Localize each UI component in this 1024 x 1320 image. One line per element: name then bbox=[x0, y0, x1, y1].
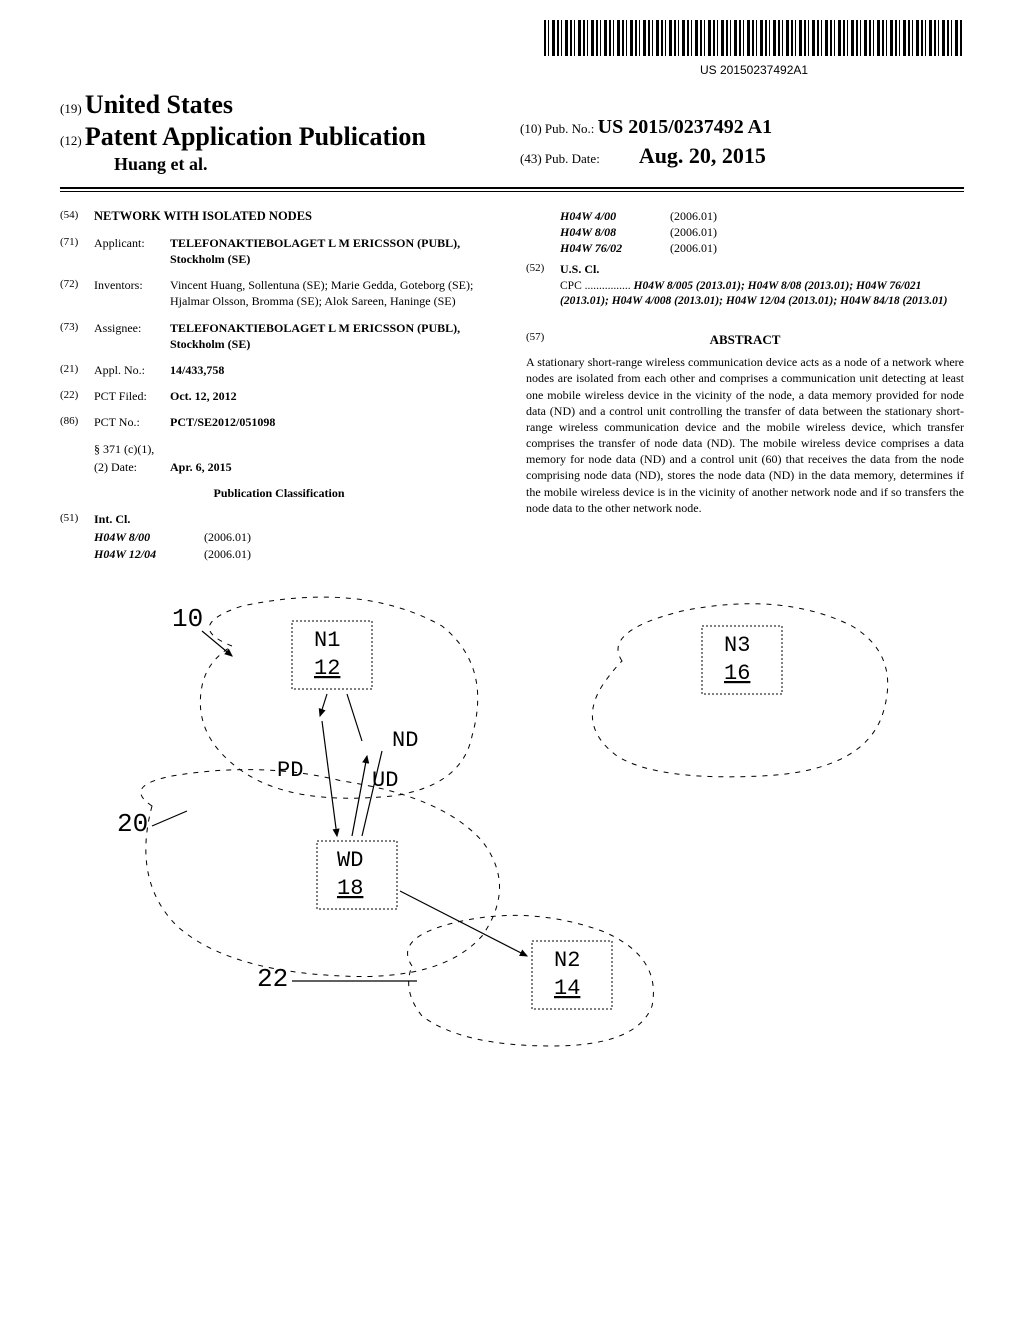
intcl-label: Int. Cl. bbox=[94, 512, 130, 526]
barcode-block: US 20150237492A1 bbox=[544, 20, 964, 77]
intcl-code: H04W 76/02 bbox=[560, 240, 670, 256]
fig-PD: PD bbox=[277, 758, 303, 783]
country: United States bbox=[85, 90, 233, 119]
s371-date: Apr. 6, 2015 bbox=[170, 460, 232, 474]
code-19: (19) bbox=[60, 101, 82, 116]
cpc-dots: ................ bbox=[585, 280, 634, 292]
intcl-row: H04W 4/00 (2006.01) bbox=[560, 208, 964, 224]
applicant-bold: TELEFONAKTIEBOLAGET L M ERICSSON (PUBL),… bbox=[170, 236, 460, 266]
intcl-code: H04W 12/04 bbox=[94, 546, 204, 562]
abstract-heading: ABSTRACT bbox=[526, 331, 964, 349]
intcl-year: (2006.01) bbox=[204, 529, 251, 545]
pctno-label: PCT No.: bbox=[94, 414, 170, 430]
assignee-label: Assignee: bbox=[94, 320, 170, 352]
code-22: (22) bbox=[60, 388, 94, 404]
fig-WDnum: 18 bbox=[337, 876, 363, 901]
code-10: (10) bbox=[520, 121, 542, 136]
intcl-code: H04W 8/08 bbox=[560, 224, 670, 240]
code-57: (57) bbox=[526, 331, 544, 343]
code-73: (73) bbox=[60, 320, 94, 352]
pubclass-heading: Publication Classification bbox=[60, 485, 498, 501]
pub-date: Aug. 20, 2015 bbox=[639, 143, 766, 168]
code-52: (52) bbox=[526, 261, 560, 277]
code-21: (21) bbox=[60, 362, 94, 378]
intcl-year: (2006.01) bbox=[204, 546, 251, 562]
code-54: (54) bbox=[60, 208, 94, 225]
fig-10: 10 bbox=[172, 604, 203, 634]
fig-N1-num: 12 bbox=[314, 656, 340, 681]
body-columns: (54) NETWORK WITH ISOLATED NODES (71) Ap… bbox=[60, 208, 964, 562]
inventors-label: Inventors: bbox=[94, 277, 170, 309]
intcl-row: H04W 8/00 (2006.01) bbox=[94, 529, 498, 545]
code-51: (51) bbox=[60, 511, 94, 527]
inventors-value: Vincent Huang, Sollentuna (SE); Marie Ge… bbox=[170, 277, 498, 309]
fig-N3-num: 16 bbox=[724, 661, 750, 686]
intcl-year: (2006.01) bbox=[670, 208, 717, 224]
cpc-label: CPC bbox=[560, 280, 582, 292]
fig-ND: ND bbox=[392, 728, 418, 753]
barcode-graphic bbox=[544, 20, 964, 56]
left-column: (54) NETWORK WITH ISOLATED NODES (71) Ap… bbox=[60, 208, 498, 562]
applicant-label: Applicant: bbox=[94, 235, 170, 267]
pub-number: US 2015/0237492 A1 bbox=[598, 116, 772, 138]
intcl-row: H04W 76/02 (2006.01) bbox=[560, 240, 964, 256]
rule-top bbox=[60, 187, 964, 189]
intcl-code: H04W 8/00 bbox=[94, 529, 204, 545]
fig-N2: N2 bbox=[554, 948, 580, 973]
assignee-value: TELEFONAKTIEBOLAGET L M ERICSSON (PUBL),… bbox=[170, 320, 498, 352]
intcl-year: (2006.01) bbox=[670, 224, 717, 240]
fig-UD: UD bbox=[372, 768, 398, 793]
fig-WD: WD bbox=[337, 848, 363, 873]
applno-label: Appl. No.: bbox=[94, 362, 170, 378]
s371-2-label: (2) Date: bbox=[94, 459, 170, 475]
header: (19) United States (12) Patent Applicati… bbox=[60, 90, 964, 175]
rule-top-2 bbox=[60, 191, 964, 192]
barcode-number: US 20150237492A1 bbox=[544, 63, 964, 77]
abstract-text: A stationary short-range wireless commun… bbox=[526, 354, 964, 516]
pctfiled-label: PCT Filed: bbox=[94, 388, 170, 404]
applicant-value: TELEFONAKTIEBOLAGET L M ERICSSON (PUBL),… bbox=[170, 235, 498, 267]
inventors-text: Vincent Huang, Sollentuna (SE); Marie Ge… bbox=[170, 278, 473, 308]
code-86: (86) bbox=[60, 414, 94, 430]
code-71: (71) bbox=[60, 235, 94, 267]
pctno-value: PCT/SE2012/051098 bbox=[170, 415, 275, 429]
fig-N3: N3 bbox=[724, 633, 750, 658]
intcl-row: H04W 8/08 (2006.01) bbox=[560, 224, 964, 240]
s371-label: § 371 (c)(1), bbox=[94, 441, 154, 457]
code-43: (43) bbox=[520, 151, 542, 166]
intcl-code: H04W 4/00 bbox=[560, 208, 670, 224]
assignee-bold: TELEFONAKTIEBOLAGET L M ERICSSON (PUBL),… bbox=[170, 321, 460, 351]
fig-N2-num: 14 bbox=[554, 976, 580, 1001]
patent-figure: N1 12 N3 16 N2 14 WD 18 10 20 22 ND PD U… bbox=[60, 586, 964, 1056]
pubdate-label: Pub. Date: bbox=[545, 151, 600, 166]
fig-N1: N1 bbox=[314, 628, 340, 653]
fig-22: 22 bbox=[257, 964, 288, 994]
right-header: (10) Pub. No.: US 2015/0237492 A1 (43) P… bbox=[520, 116, 772, 169]
patent-title: NETWORK WITH ISOLATED NODES bbox=[94, 208, 498, 225]
intcl-year: (2006.01) bbox=[670, 240, 717, 256]
right-column: H04W 4/00 (2006.01) H04W 8/08 (2006.01) … bbox=[526, 208, 964, 562]
pub-type: Patent Application Publication bbox=[85, 122, 426, 151]
applno-value: 14/433,758 bbox=[170, 363, 224, 377]
uscl-label: U.S. Cl. bbox=[560, 262, 599, 276]
intcl-row: H04W 12/04 (2006.01) bbox=[94, 546, 498, 562]
pubno-label: Pub. No.: bbox=[545, 121, 594, 136]
pctfiled-value: Oct. 12, 2012 bbox=[170, 389, 237, 403]
code-72: (72) bbox=[60, 277, 94, 309]
fig-20: 20 bbox=[117, 809, 148, 839]
code-12: (12) bbox=[60, 133, 82, 148]
